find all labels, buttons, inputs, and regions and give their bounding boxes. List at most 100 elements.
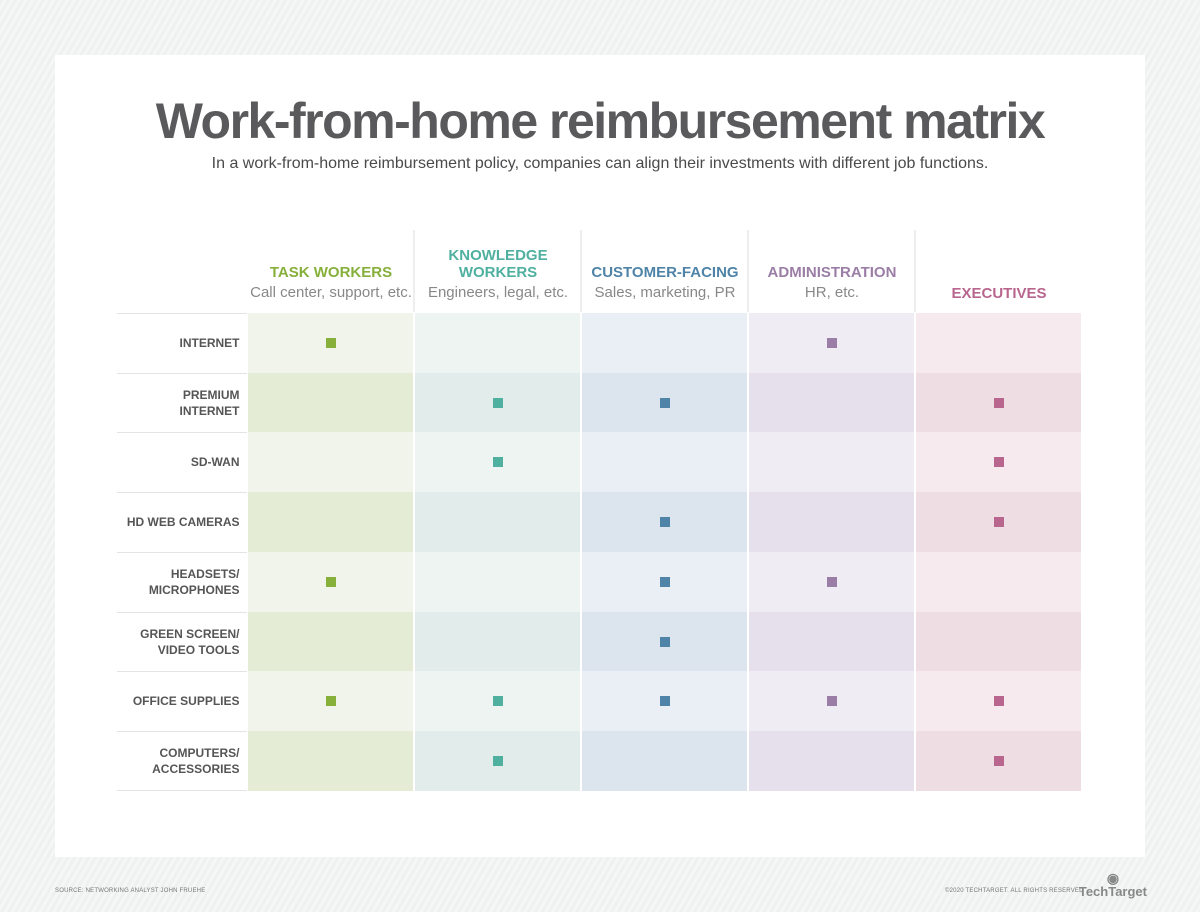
row-label-text: INTERNET (179, 336, 240, 350)
matrix-cell (749, 671, 914, 732)
column-divider (580, 230, 582, 312)
matrix-cell (415, 551, 580, 612)
copyright: ©2020 TECHTARGET. ALL RIGHTS RESERVED (945, 888, 1084, 894)
column-header: KNOWLEDGE WORKERS Engineers, legal, etc. (415, 230, 581, 312)
check-mark (325, 576, 336, 587)
row-label-text: COMPUTERS/ ACCESSORIES (152, 745, 240, 776)
check-mark (993, 517, 1004, 528)
matrix-cell (916, 611, 1081, 672)
column-divider (747, 230, 749, 312)
matrix-cell (415, 730, 580, 791)
matrix-cell (582, 671, 747, 732)
check-mark (492, 755, 503, 766)
matrix-cell (248, 313, 413, 373)
matrix-cell (415, 671, 580, 732)
divider (117, 790, 247, 791)
row-label: PREMIUM INTERNET (117, 372, 247, 432)
matrix-cell (916, 313, 1081, 373)
matrix-cell (248, 432, 413, 493)
matrix-cell (749, 730, 914, 791)
row-label: OFFICE SUPPLIES (117, 671, 247, 730)
column-title: TASK WORKERS (269, 264, 393, 281)
row-label: HD WEB CAMERAS (117, 492, 247, 551)
column-description: Engineers, legal, etc. (427, 284, 569, 301)
matrix-cell (582, 611, 747, 672)
row-label-text: PREMIUM INTERNET (179, 387, 240, 418)
matrix-cell (415, 492, 580, 553)
row-label-text: OFFICE SUPPLIES (132, 694, 240, 709)
column-title: ADMINISTRATION (767, 264, 897, 281)
check-mark (993, 397, 1004, 408)
column-header: ADMINISTRATION HR, etc. (749, 230, 915, 312)
matrix-cell (582, 730, 747, 791)
source-note: SOURCE: NETWORKING ANALYST JOHN FRUEHE (55, 888, 206, 894)
column-header: EXECUTIVES (916, 230, 1082, 312)
check-mark (492, 457, 503, 468)
column-divider (413, 230, 415, 312)
matrix-cell (916, 671, 1081, 732)
check-mark (826, 696, 837, 707)
column-description: HR, etc. (804, 284, 860, 301)
check-mark (659, 636, 670, 647)
row-label-text: HD WEB CAMERAS (126, 515, 240, 530)
matrix-cell (749, 551, 914, 612)
row-label: SD-WAN (117, 432, 247, 491)
matrix-cell (916, 372, 1081, 433)
matrix-cell (248, 492, 413, 553)
matrix-cell (415, 313, 580, 373)
row-label-text: SD-WAN (190, 455, 240, 470)
matrix-cell (415, 611, 580, 672)
check-mark (492, 397, 503, 408)
column-header: TASK WORKERS Call center, support, etc. (248, 230, 414, 312)
techtarget-logo: ◉ TechTarget (1078, 870, 1147, 899)
matrix-cell (916, 730, 1081, 791)
matrix-cell (916, 551, 1081, 612)
check-mark (659, 517, 670, 528)
matrix-cell (582, 432, 747, 493)
matrix-cell (248, 730, 413, 791)
column-title: KNOWLEDGE WORKERS (448, 247, 548, 281)
column-title: EXECUTIVES (951, 285, 1047, 302)
check-mark (492, 696, 503, 707)
check-mark (325, 338, 336, 348)
eye-icon: ◉ (1106, 870, 1120, 886)
matrix-cell (916, 492, 1081, 553)
column-description: Call center, support, etc. (250, 284, 412, 301)
matrix-cell (749, 313, 914, 373)
matrix-cell (582, 551, 747, 612)
check-mark (325, 696, 336, 707)
matrix-cell (415, 372, 580, 433)
matrix-cell (749, 492, 914, 553)
matrix-cell (582, 372, 747, 433)
row-label: GREEN SCREEN/ VIDEO TOOLS (117, 611, 247, 671)
row-label: INTERNET (117, 313, 247, 372)
matrix-cell (415, 432, 580, 493)
column-divider (914, 230, 916, 312)
matrix-cell (582, 492, 747, 553)
column-title: CUSTOMER-FACING (591, 264, 739, 281)
matrix-cell (248, 551, 413, 612)
page-title: Work-from-home reimbursement matrix (155, 93, 1046, 149)
row-label-text: HEADSETS/ MICROPHONES (148, 566, 240, 597)
matrix-cell (248, 372, 413, 433)
check-mark (826, 338, 837, 348)
matrix-cell (749, 432, 914, 493)
check-mark (826, 576, 837, 587)
check-mark (993, 755, 1004, 766)
matrix-cell (582, 313, 747, 373)
matrix-cell (916, 432, 1081, 493)
row-label-text: GREEN SCREEN/ VIDEO TOOLS (140, 626, 240, 657)
subtitle: In a work-from-home reimbursement policy… (211, 155, 989, 172)
check-mark (659, 576, 670, 587)
row-label: COMPUTERS/ ACCESSORIES (117, 730, 247, 790)
row-label: HEADSETS/ MICROPHONES (117, 551, 247, 611)
column-description: Sales, marketing, PR (594, 284, 736, 301)
check-mark (993, 696, 1004, 707)
matrix-cell (248, 611, 413, 672)
check-mark (993, 457, 1004, 468)
matrix-cell (248, 671, 413, 732)
column-header: CUSTOMER-FACING Sales, marketing, PR (582, 230, 748, 312)
matrix-cell (749, 611, 914, 672)
check-mark (659, 397, 670, 408)
matrix-cell (749, 372, 914, 433)
